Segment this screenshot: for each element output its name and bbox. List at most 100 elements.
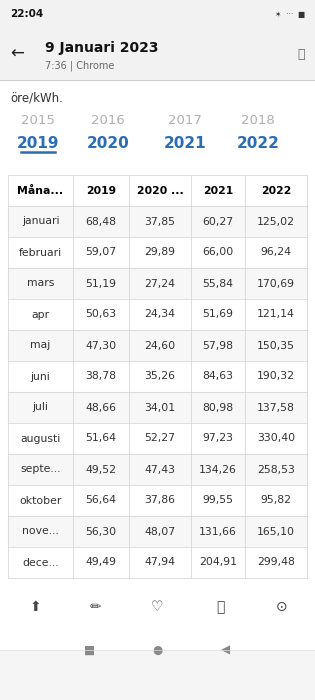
Text: 59,07: 59,07 [85, 248, 117, 258]
Text: 258,53: 258,53 [257, 465, 295, 475]
Text: 37,86: 37,86 [145, 496, 175, 505]
Bar [8, 392, 307, 423]
Text: 95,82: 95,82 [261, 496, 291, 505]
Text: 2017: 2017 [168, 113, 202, 127]
Text: 134,26: 134,26 [199, 465, 237, 475]
Text: 99,55: 99,55 [203, 496, 233, 505]
Bar [8, 485, 307, 516]
Text: 2021: 2021 [203, 186, 233, 195]
Text: 🔓: 🔓 [297, 48, 305, 60]
Text: 55,84: 55,84 [203, 279, 233, 288]
Text: 48,66: 48,66 [85, 402, 117, 412]
Text: 299,48: 299,48 [257, 557, 295, 568]
Text: 35,26: 35,26 [145, 372, 175, 382]
Bar [8, 516, 307, 547]
Text: ♡: ♡ [151, 600, 163, 614]
Text: 2015: 2015 [21, 113, 55, 127]
Text: 57,98: 57,98 [203, 340, 233, 351]
Text: 38,78: 38,78 [85, 372, 117, 382]
Text: 80,98: 80,98 [203, 402, 233, 412]
Text: 47,43: 47,43 [145, 465, 175, 475]
Text: 50,63: 50,63 [85, 309, 117, 319]
Bar [8, 547, 307, 578]
Text: 34,01: 34,01 [145, 402, 175, 412]
Text: 190,32: 190,32 [257, 372, 295, 382]
Bar [8, 423, 307, 454]
Text: oktober: oktober [19, 496, 62, 505]
Text: januari: januari [22, 216, 59, 227]
Text: ←: ← [10, 45, 24, 63]
Bar [8, 299, 307, 330]
Text: 330,40: 330,40 [257, 433, 295, 444]
Text: 52,27: 52,27 [145, 433, 175, 444]
Text: 66,00: 66,00 [202, 248, 234, 258]
Bar [8, 454, 307, 485]
Text: 97,23: 97,23 [203, 433, 233, 444]
Text: apr: apr [32, 309, 49, 319]
Text: 24,60: 24,60 [145, 340, 175, 351]
Text: 170,69: 170,69 [257, 279, 295, 288]
Text: 47,94: 47,94 [145, 557, 175, 568]
Text: 121,14: 121,14 [257, 309, 295, 319]
Text: 150,35: 150,35 [257, 340, 295, 351]
Bar [8, 268, 307, 299]
Text: augusti: augusti [20, 433, 60, 444]
Text: ✶  ···  ■: ✶ ··· ■ [275, 10, 305, 18]
Text: 24,34: 24,34 [145, 309, 175, 319]
Bar [8, 206, 307, 237]
Bar [0, 0, 315, 28]
Text: nove...: nove... [22, 526, 59, 536]
Text: 165,10: 165,10 [257, 526, 295, 536]
Text: 49,52: 49,52 [85, 465, 117, 475]
Text: 56,64: 56,64 [85, 496, 117, 505]
Text: 84,63: 84,63 [203, 372, 233, 382]
Text: septe...: septe... [20, 465, 61, 475]
Text: 🗑: 🗑 [216, 600, 224, 614]
Text: mars: mars [27, 279, 54, 288]
Text: ⬆: ⬆ [29, 600, 41, 614]
Text: 96,24: 96,24 [261, 248, 291, 258]
Text: juni: juni [31, 372, 50, 382]
Text: 7:36 | Chrome: 7:36 | Chrome [45, 61, 114, 71]
Text: 9 Januari 2023: 9 Januari 2023 [45, 41, 158, 55]
Text: 51,64: 51,64 [85, 433, 117, 444]
Text: 27,24: 27,24 [145, 279, 175, 288]
Text: 51,69: 51,69 [203, 309, 233, 319]
Text: 2018: 2018 [241, 113, 275, 127]
Text: 60,27: 60,27 [203, 216, 233, 227]
Text: 48,07: 48,07 [145, 526, 175, 536]
Text: juli: juli [32, 402, 49, 412]
Bar [8, 237, 307, 268]
Text: 2019: 2019 [86, 186, 116, 195]
Text: februari: februari [19, 248, 62, 258]
Text: 2022: 2022 [261, 186, 291, 195]
Bar [8, 330, 307, 361]
Text: 204,91: 204,91 [199, 557, 237, 568]
Text: 125,02: 125,02 [257, 216, 295, 227]
Bar [0, 595, 315, 650]
Text: 56,30: 56,30 [85, 526, 117, 536]
Text: dece...: dece... [22, 557, 59, 568]
Text: öre/kWh.: öre/kWh. [10, 92, 63, 104]
Text: ◀: ◀ [220, 643, 230, 657]
Text: Måna...: Måna... [17, 186, 64, 195]
Text: maj: maj [30, 340, 51, 351]
Text: 37,85: 37,85 [145, 216, 175, 227]
Text: 68,48: 68,48 [85, 216, 117, 227]
Text: 2016: 2016 [91, 113, 125, 127]
Bar [0, 650, 315, 700]
Bar [8, 361, 307, 392]
Text: 137,58: 137,58 [257, 402, 295, 412]
Text: 47,30: 47,30 [85, 340, 117, 351]
Text: 2022: 2022 [237, 136, 279, 150]
Text: ⊙: ⊙ [276, 600, 288, 614]
Text: 2020 ...: 2020 ... [137, 186, 183, 195]
Text: 22:04: 22:04 [10, 9, 43, 19]
Text: 49,49: 49,49 [85, 557, 117, 568]
Text: 51,19: 51,19 [85, 279, 117, 288]
Bar [0, 28, 315, 80]
Bar [8, 175, 307, 206]
Text: 29,89: 29,89 [145, 248, 175, 258]
Text: 2021: 2021 [164, 136, 206, 150]
Text: ✏: ✏ [89, 600, 101, 614]
